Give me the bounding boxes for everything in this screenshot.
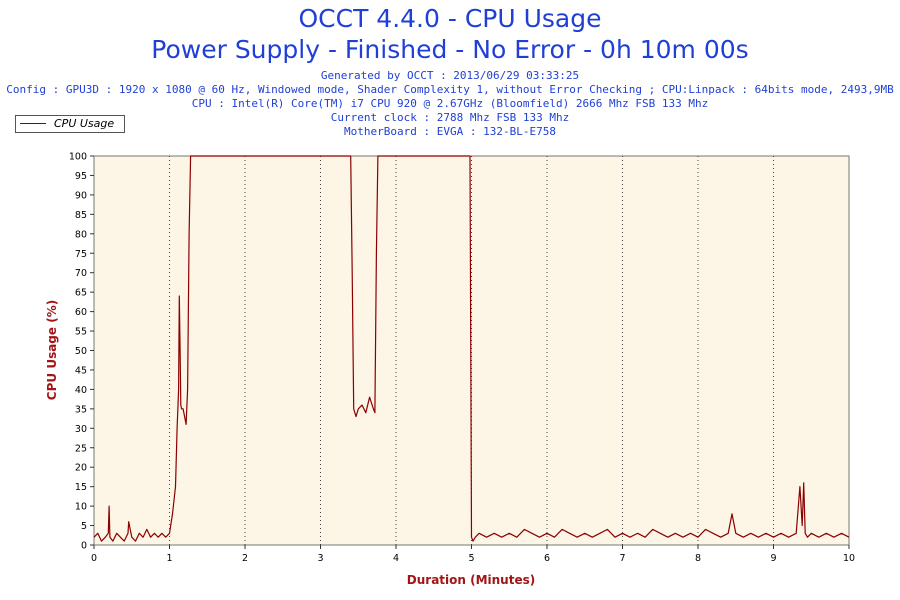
x-tick-label: 4 — [393, 553, 399, 564]
x-tick-label: 9 — [770, 553, 776, 564]
y-tick-label: 15 — [75, 482, 87, 493]
x-tick-label: 6 — [544, 553, 550, 564]
y-tick-label: 5 — [81, 521, 87, 532]
y-tick-label: 75 — [75, 249, 87, 260]
y-tick-label: 35 — [75, 404, 87, 415]
legend-swatch — [20, 123, 46, 124]
y-axis-ticks: 0 5 10 15 20 25 30 35 40 45 50 55 60 65 70 75 80 85 90 95 10… — [69, 152, 94, 552]
y-tick-label: 10 — [75, 502, 87, 513]
x-tick-label: 8 — [695, 553, 701, 564]
y-tick-label: 95 — [75, 171, 87, 182]
x-tick-label: 7 — [619, 553, 625, 564]
y-tick-label: 25 — [75, 443, 87, 454]
legend-label: CPU Usage — [54, 117, 115, 130]
y-axis-label: CPU Usage (%) — [45, 300, 59, 400]
y-tick-label: 40 — [75, 385, 87, 396]
y-tick-label: 0 — [81, 541, 87, 552]
x-tick-label: 5 — [468, 553, 474, 564]
y-tick-label: 90 — [75, 190, 87, 201]
info-motherboard: MotherBoard : EVGA : 132-BL-E758 — [344, 125, 556, 138]
info-generated: Generated by OCCT : 2013/06/29 03:33:25 — [320, 69, 580, 82]
y-tick-label: 50 — [75, 346, 87, 357]
y-tick-label: 80 — [75, 229, 87, 240]
chart-title: OCCT 4.4.0 - CPU Usage — [298, 4, 602, 33]
x-tick-label: 2 — [242, 553, 248, 564]
y-tick-label: 45 — [75, 365, 87, 376]
y-tick-label: 100 — [69, 152, 87, 163]
legend: CPU Usage — [15, 115, 125, 133]
info-clock: Current clock : 2788 Mhz FSB 133 Mhz — [330, 111, 570, 124]
y-tick-label: 70 — [75, 268, 87, 279]
series-lines — [93, 155, 850, 542]
y-tick-label: 85 — [75, 210, 87, 221]
x-axis-label: Duration (Minutes) — [407, 573, 535, 587]
x-tick-label: 0 — [91, 553, 97, 564]
x-tick-label: 10 — [843, 553, 855, 564]
x-tick-label: 1 — [166, 553, 172, 564]
y-tick-label: 65 — [75, 288, 87, 299]
x-axis-ticks: 0 1 2 3 4 5 6 7 8 9 10 — [91, 545, 855, 564]
x-tick-label: 3 — [317, 553, 323, 564]
y-tick-label: 30 — [75, 424, 87, 435]
y-tick-label: 55 — [75, 327, 87, 338]
y-tick-label: 20 — [75, 463, 87, 474]
info-cpu: CPU : Intel(R) Core(TM) i7 CPU 920 @ 2.6… — [191, 97, 709, 110]
chart-subtitle: Power Supply - Finished - No Error - 0h … — [151, 35, 749, 64]
y-tick-label: 60 — [75, 307, 87, 318]
series-line-cpu-usage — [93, 155, 850, 542]
info-config: Config : GPU3D : 1920 x 1080 @ 60 Hz, Wi… — [6, 83, 894, 96]
